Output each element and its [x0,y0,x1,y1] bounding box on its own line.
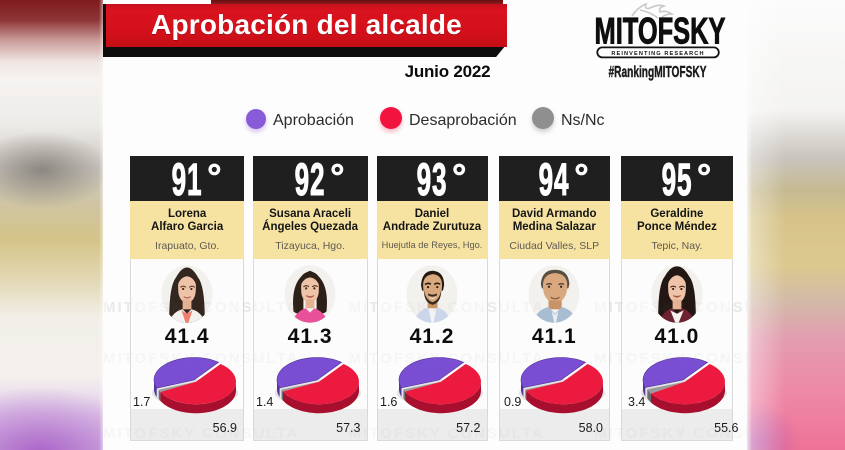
svg-text:#RankingMITOFSKY: #RankingMITOFSKY [609,64,707,81]
svg-text:MITOFSKY: MITOFSKY [595,11,726,52]
svg-text:REINVENTING RESEARCH: REINVENTING RESEARCH [611,51,704,57]
